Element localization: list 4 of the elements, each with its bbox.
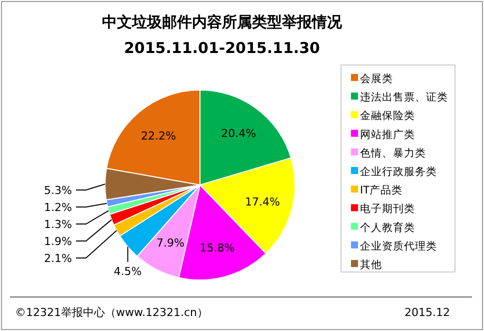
annotation: 2015.12	[404, 306, 450, 319]
subtitle: 2015.11.01-2015.11.30	[124, 39, 320, 57]
annotation: ©12321举报中心（www.12321.cn）	[15, 306, 208, 319]
title: 中文垃圾邮件内容所属类型举报情况	[102, 13, 342, 31]
